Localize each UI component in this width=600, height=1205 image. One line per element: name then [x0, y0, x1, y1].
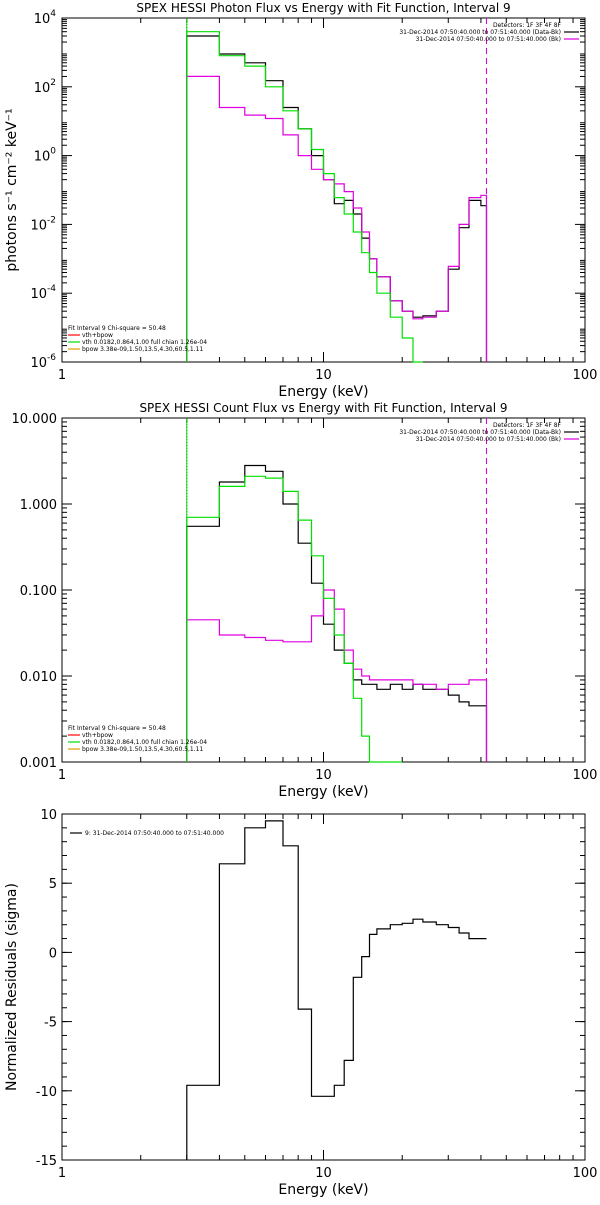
photon-fit-legend-entry: vth+bpow	[82, 332, 113, 339]
photon-y-tick-label: 100	[34, 147, 57, 165]
count-fit-legend-entry: bpow 3.38e-09,1.50,13.5,4.30,60.5,1.11	[82, 746, 203, 753]
photon-y-tick-mantissa: 10	[30, 218, 47, 233]
photon-y-tick-exponent: -4	[47, 284, 56, 294]
resid-plot-frame	[61, 813, 586, 1161]
count-legend-entry: 31-Dec-2014 07:50:40.000 to 07:51:40.000…	[416, 436, 561, 443]
photon-series-0	[186, 35, 488, 362]
photon-y-tick-label: 10-6	[30, 353, 56, 371]
photon-x-tick-label: 10	[315, 368, 332, 383]
count-fit-legend-entry: vth 0.0182,0.864,1.00 full chian 1.26e-0…	[82, 739, 207, 746]
photon-y-tick-mantissa: 10	[30, 356, 47, 371]
photon-y-axis-label: photons s⁻¹ cm⁻² keV⁻¹	[4, 108, 20, 271]
photon-series-1	[186, 75, 488, 362]
photon-x-tick-label: 100	[573, 368, 598, 383]
photon-legend-header: Detectors: 1F 3F 4F 8F	[493, 22, 562, 29]
count-fit-legend-header: Fit Interval 9 Chi-square = 50.48	[68, 725, 166, 732]
photon-y-tick-mantissa: 10	[30, 287, 47, 302]
count-series-1	[186, 589, 488, 762]
photon-y-tick-mantissa: 10	[34, 81, 51, 96]
photon-legend-entry: 31-Dec-2014 07:50:40.000 to 07:51:40.000…	[399, 29, 561, 36]
resid-x-axis-label: Energy (keV)	[278, 1182, 368, 1198]
count-x-tick-label: 10	[315, 768, 332, 783]
resid-y-tick-label: -10	[36, 1085, 57, 1100]
photon-y-tick-mantissa: 10	[34, 150, 51, 165]
photon-y-tick-label: 102	[34, 78, 56, 96]
photon-fit-legend-entry: bpow 3.38e-09,1.50,13.5,4.30,60.5,1.11	[82, 346, 203, 353]
count-legend-entry: 31-Dec-2014 07:50:40.000 to 07:51:40.000…	[399, 429, 561, 436]
count-series-0	[186, 464, 488, 762]
resid-y-tick-label: 5	[49, 877, 57, 892]
photon-chart: SPEX HESSI Photon Flux vs Energy with Fi…	[4, 1, 597, 400]
resid-x-tick-label: 10	[315, 1166, 332, 1181]
resid-x-tick-label: 1	[58, 1166, 66, 1181]
photon-x-axis-label: Energy (keV)	[278, 384, 368, 400]
resid-legend-entry: 9: 31-Dec-2014 07:50:40.000 to 07:51:40.…	[85, 830, 224, 837]
resid-y-tick-label: -15	[36, 1154, 57, 1169]
photon-y-tick-exponent: -2	[47, 215, 56, 225]
count-y-tick-label: 0.100	[20, 584, 57, 599]
resid-y-axis-label: Normalized Residuals (sigma)	[4, 883, 20, 1091]
resid-y-tick-label: 0	[49, 946, 57, 961]
photon-y-tick-exponent: 0	[50, 147, 56, 157]
count-title: SPEX HESSI Count Flux vs Energy with Fit…	[139, 401, 507, 415]
count-x-tick-label: 1	[58, 768, 66, 783]
resid-y-tick-label: 10	[40, 808, 57, 823]
count-fit-legend-entry: vth+bpow	[82, 732, 113, 739]
photon-y-tick-label: 104	[34, 9, 57, 27]
count-x-tick-label: 100	[573, 768, 598, 783]
photon-series-2	[186, 31, 423, 363]
resid-chart: 1 10 100 Energy (keV) -15 -10 -5 0 5 10 Normalized…	[4, 808, 597, 1198]
photon-y-tick-exponent: -6	[47, 353, 56, 363]
resid-y-tick-label: -5	[44, 1016, 57, 1031]
photon-x-tick-label: 1	[58, 368, 66, 383]
photon-fit-legend-entry: vth 0.0182,0.864,1.00 full chian 1.26e-0…	[82, 339, 207, 346]
count-y-tick-label: 0.001	[20, 756, 57, 771]
photon-title: SPEX HESSI Photon Flux vs Energy with Fi…	[136, 1, 510, 15]
count-legend-header: Detectors: 1F 3F 4F 8F	[493, 422, 562, 429]
photon-y-tick-mantissa: 10	[34, 12, 51, 27]
photon-y-tick-label: 10-4	[30, 284, 56, 302]
count-x-axis-label: Energy (keV)	[278, 784, 368, 800]
photon-plot-frame	[61, 17, 586, 363]
photon-fit-legend-header: Fit Interval 9 Chi-square = 50.48	[68, 325, 166, 332]
count-series-2	[186, 475, 403, 763]
count-y-tick-label: 0.010	[20, 670, 57, 685]
photon-legend-entry: 31-Dec-2014 07:50:40.000 to 07:51:40.000…	[416, 36, 561, 43]
photon-y-tick-exponent: 4	[50, 9, 56, 19]
resid-x-tick-label: 100	[573, 1166, 598, 1181]
resid-series-0	[186, 820, 487, 1160]
count-chart: SPEX HESSI Count Flux vs Energy with Fit…	[12, 401, 598, 800]
count-y-tick-label: 10.000	[12, 412, 58, 427]
photon-y-tick-label: 10-2	[30, 215, 56, 233]
count-y-tick-label: 1.000	[20, 498, 57, 513]
photon-y-tick-exponent: 2	[50, 78, 56, 88]
